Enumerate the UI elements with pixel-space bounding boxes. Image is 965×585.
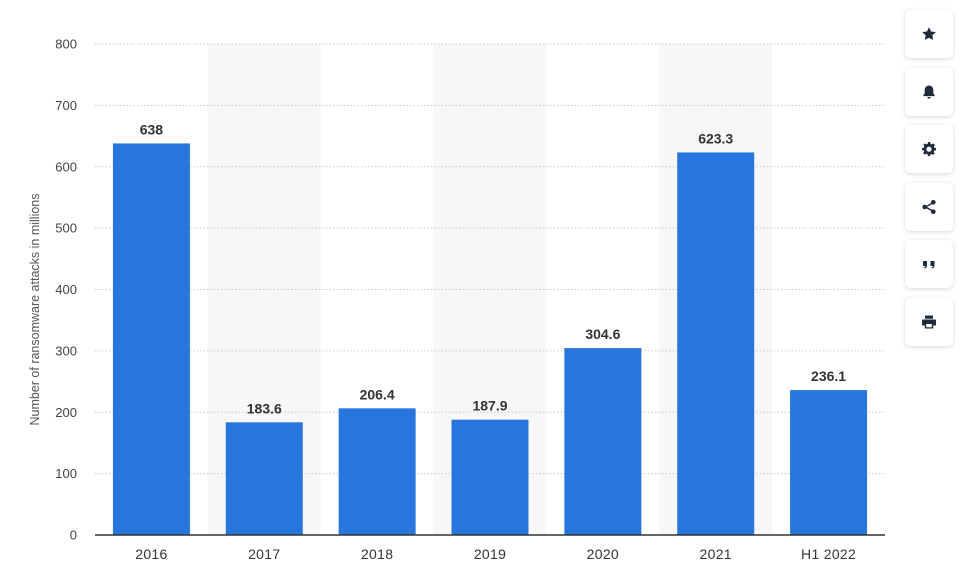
data-label: 187.9 [472,398,507,414]
print-button[interactable] [905,297,953,346]
data-label: 638 [140,121,164,137]
settings-button[interactable] [905,125,953,173]
gear-icon [922,142,936,156]
x-tick-label: 2019 [474,546,506,562]
bar[interactable] [451,419,529,535]
bar[interactable] [564,348,642,535]
y-tick-label: 600 [55,159,77,174]
y-axis-title: Number of ransomware attacks in millions [28,193,42,425]
x-axis-labels: 2016 2017 2018 2019 2020 2021 H1 2022 [135,546,856,562]
share-button[interactable] [905,182,953,231]
data-label: 236.1 [811,368,846,384]
bar[interactable] [225,422,303,535]
y-tick-label: 200 [55,405,77,420]
data-label: 183.6 [247,400,282,416]
y-axis-ticks: 0 100 200 300 400 500 600 700 800 [55,37,77,543]
y-tick-label: 400 [55,282,77,297]
data-label: 623.3 [698,130,733,146]
bars [112,143,868,536]
quote-icon [923,261,935,269]
y-tick-label: 300 [55,343,77,358]
x-tick-label: 2020 [587,546,619,562]
bar[interactable] [112,143,190,536]
y-tick-label: 800 [55,37,77,52]
x-tick-label: 2016 [135,546,167,562]
cite-button[interactable] [905,240,953,288]
data-label: 304.6 [585,326,620,342]
notification-button[interactable] [905,67,953,116]
bar[interactable] [790,390,868,535]
y-tick-label: 700 [55,98,77,113]
x-tick-label: H1 2022 [801,546,856,562]
bar[interactable] [338,408,416,535]
favorite-button[interactable] [905,10,953,58]
bar[interactable] [677,152,755,535]
x-tick-label: 2018 [361,546,393,562]
y-tick-label: 0 [70,528,77,543]
bell-icon [923,85,935,99]
x-tick-label: 2017 [248,546,280,562]
star-icon [922,27,936,40]
print-icon [922,315,936,328]
bar-chart: 0 100 200 300 400 500 600 700 800 638 183.6 206.4 1… [28,37,885,562]
data-labels: 638 183.6 206.4 187.9 304.6 623.3 236.1 [140,121,847,416]
share-icon [922,199,936,214]
y-tick-label: 500 [55,221,77,236]
y-tick-label: 100 [55,466,77,481]
chart-toolbar [905,10,953,355]
x-tick-label: 2021 [700,546,732,562]
data-label: 206.4 [360,386,395,402]
